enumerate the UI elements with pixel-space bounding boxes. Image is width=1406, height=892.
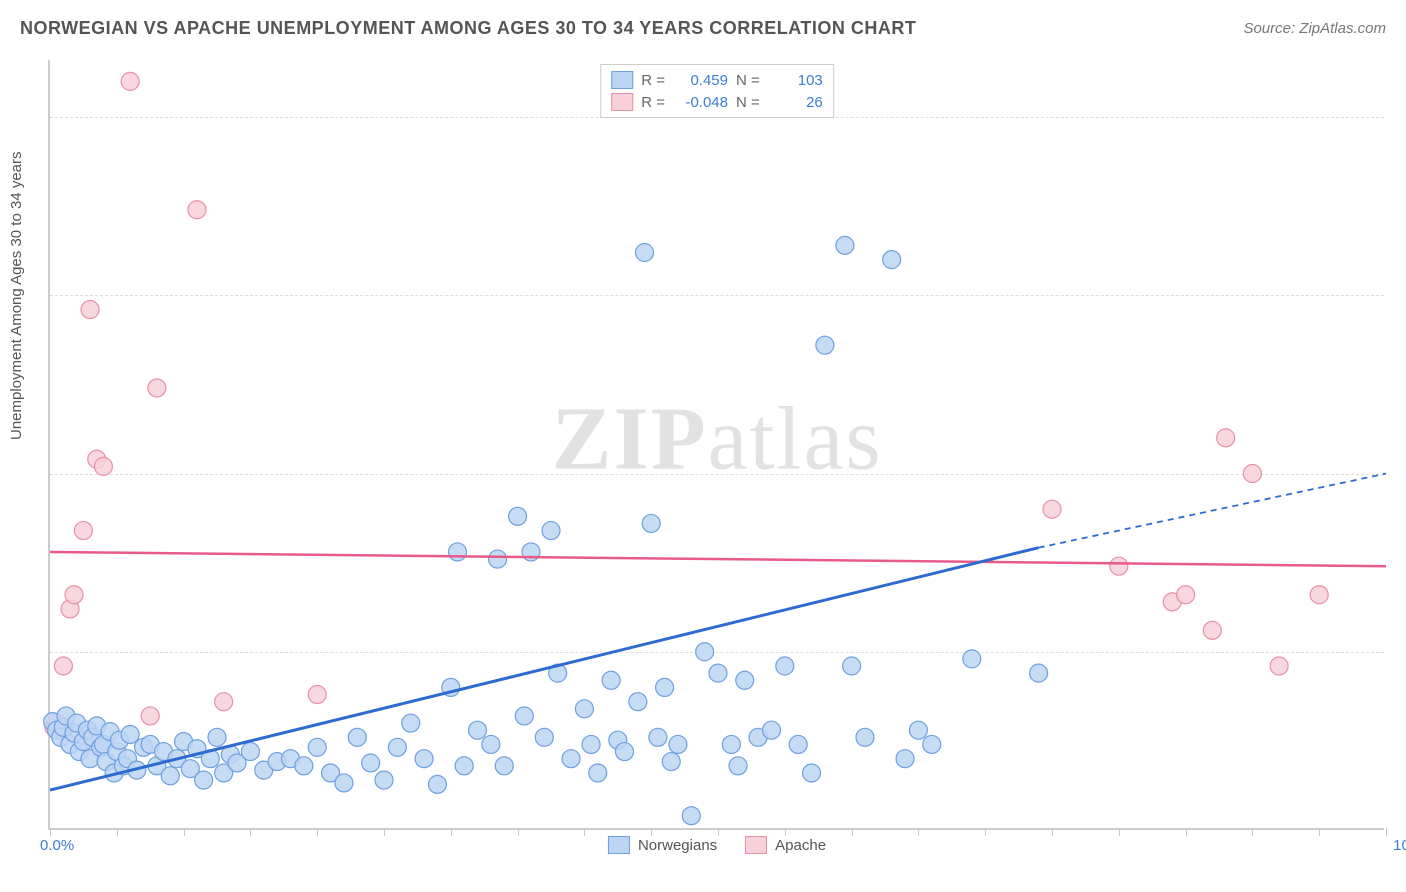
- legend-item-norwegians: Norwegians: [608, 836, 717, 854]
- x-tick: [384, 828, 385, 836]
- x-axis-max-label: 100.0%: [1393, 837, 1406, 854]
- y-axis-label: Unemployment Among Ages 30 to 34 years: [8, 151, 25, 440]
- swatch-norwegians: [611, 71, 633, 89]
- x-tick: [1319, 828, 1320, 836]
- series-legend: Norwegians Apache: [608, 836, 826, 854]
- x-tick: [451, 828, 452, 836]
- x-tick: [985, 828, 986, 836]
- x-tick: [718, 828, 719, 836]
- chart-plot-area: ZIPatlas 12.5%25.0%37.5%50.0% R = 0.459 …: [48, 60, 1384, 830]
- x-tick: [1386, 828, 1387, 836]
- x-tick: [785, 828, 786, 836]
- x-tick: [1186, 828, 1187, 836]
- swatch-apache: [611, 93, 633, 111]
- chart-title: NORWEGIAN VS APACHE UNEMPLOYMENT AMONG A…: [20, 18, 916, 39]
- scatter-plot-svg: [50, 60, 1384, 828]
- x-tick: [184, 828, 185, 836]
- x-tick: [651, 828, 652, 836]
- x-axis-min-label: 0.0%: [40, 837, 74, 854]
- x-tick: [918, 828, 919, 836]
- legend-item-apache: Apache: [745, 836, 826, 854]
- stats-row-apache: R = -0.048 N = 26: [611, 91, 823, 113]
- x-tick: [852, 828, 853, 836]
- header: NORWEGIAN VS APACHE UNEMPLOYMENT AMONG A…: [20, 18, 1386, 39]
- x-tick: [250, 828, 251, 836]
- x-tick: [518, 828, 519, 836]
- x-tick: [117, 828, 118, 836]
- x-tick: [317, 828, 318, 836]
- stats-row-norwegians: R = 0.459 N = 103: [611, 69, 823, 91]
- x-tick: [584, 828, 585, 836]
- swatch-norwegians-icon: [608, 836, 630, 854]
- x-tick: [1119, 828, 1120, 836]
- source-attribution: Source: ZipAtlas.com: [1243, 20, 1386, 37]
- x-tick: [50, 828, 51, 836]
- stats-legend: R = 0.459 N = 103 R = -0.048 N = 26: [600, 64, 834, 118]
- x-tick: [1252, 828, 1253, 836]
- x-tick: [1052, 828, 1053, 836]
- swatch-apache-icon: [745, 836, 767, 854]
